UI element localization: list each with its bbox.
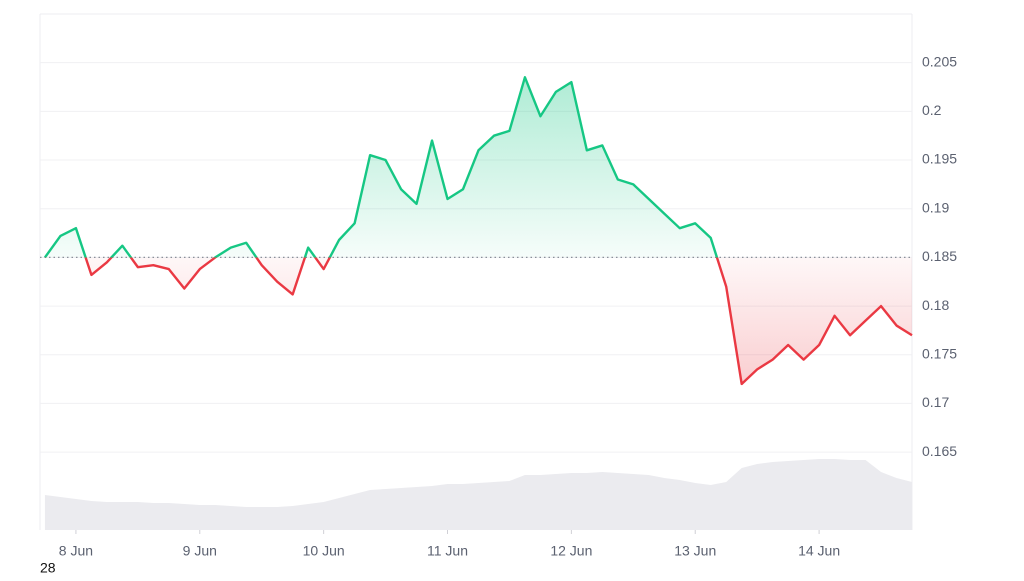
x-tick-label: 9 Jun (183, 543, 217, 559)
price-area (44, 77, 913, 384)
annotation: 28 (40, 560, 56, 576)
y-tick-label: 0.2 (922, 102, 942, 118)
y-tick-label: 0.205 (922, 53, 957, 69)
y-tick-label: 0.165 (922, 443, 957, 459)
y-tick-label: 0.17 (922, 394, 949, 410)
x-tick-label: 11 Jun (427, 543, 468, 559)
price-line (43, 76, 913, 386)
y-tick-label: 0.175 (922, 345, 957, 361)
y-tick-label: 0.195 (922, 151, 957, 167)
x-tick-label: 10 Jun (303, 543, 345, 559)
x-tick-label: 13 Jun (674, 543, 716, 559)
x-tick-label: 12 Jun (550, 543, 592, 559)
y-tick-label: 0.18 (922, 297, 949, 313)
y-tick-label: 0.19 (922, 199, 949, 215)
y-tick-label: 0.185 (922, 248, 957, 264)
x-tick-label: 14 Jun (798, 543, 840, 559)
x-tick-label: 8 Jun (59, 543, 93, 559)
volume-area (44, 459, 913, 530)
